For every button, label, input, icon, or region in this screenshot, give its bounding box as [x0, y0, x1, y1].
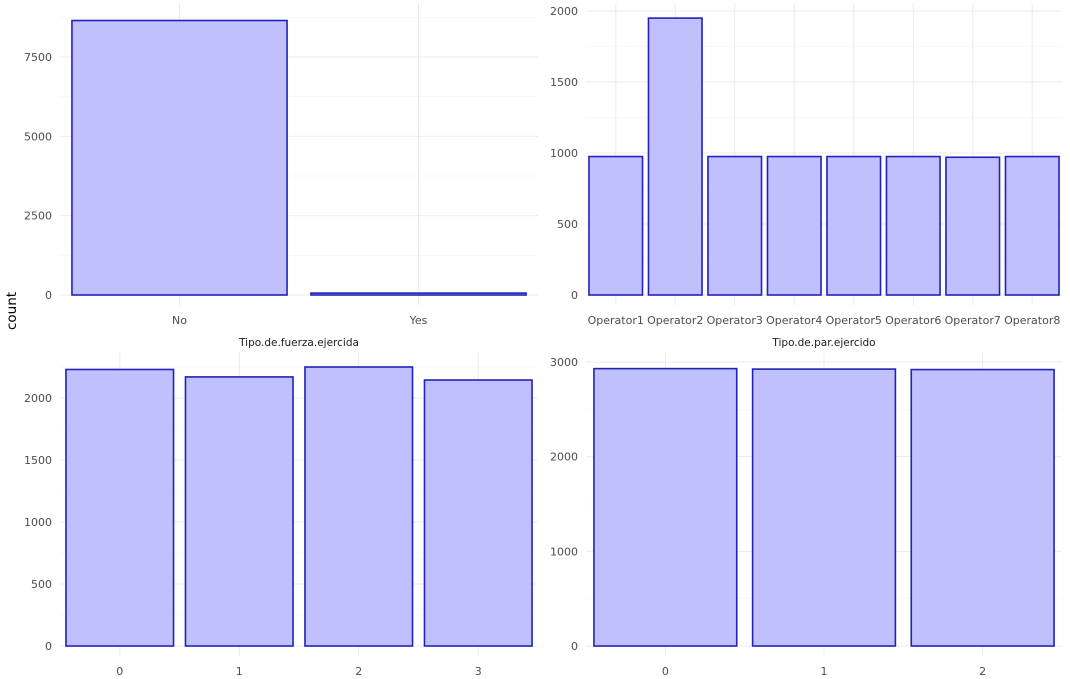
x-tick-label: 0	[116, 665, 123, 675]
x-tick-label: No	[172, 314, 187, 327]
panel-title: Tipo.de.fuerza.ejercida	[238, 337, 359, 349]
x-tick-label: Operator5	[826, 314, 882, 327]
bar-Operator3	[707, 155, 763, 296]
bar-1	[751, 368, 897, 647]
y-tick-label: 500	[557, 218, 578, 231]
y-tick-label: 1000	[550, 545, 578, 558]
bar-Operator5	[826, 155, 882, 296]
panel-par: 0 1000 2000 3000 0 1 2 Tipo.de.par.ejercido	[550, 337, 1062, 678]
x-tick-label: Operator2	[647, 314, 703, 327]
bar-Yes	[310, 292, 527, 296]
y-tick-label: 0	[571, 640, 578, 653]
x-tick-label: 2	[355, 665, 362, 675]
y-axis-label: count	[4, 291, 20, 330]
y-tick-label: 2000	[550, 5, 578, 18]
panel-operator: 0 500 1000 1500 2000 Operator1 Operator2 Operat…	[550, 3, 1062, 327]
bar-3	[423, 379, 533, 647]
panel-title: Tipo.de.par.ejercido	[771, 337, 875, 349]
y-tick-label: 3000	[550, 356, 578, 369]
bar-0	[593, 367, 738, 647]
y-tick-label: 1000	[550, 147, 578, 160]
x-tick-label: Operator1	[588, 314, 644, 327]
y-tick-label: 0	[571, 289, 578, 302]
y-tick-label: 1500	[550, 76, 578, 89]
y-tick-label: 1500	[24, 454, 52, 467]
bar-Operator1	[588, 155, 644, 296]
bar-2	[910, 368, 1055, 647]
x-tick-label: Operator4	[766, 314, 822, 327]
bar-Operator8	[1004, 155, 1060, 296]
bar-Operator4	[766, 155, 822, 296]
bar-0	[65, 368, 175, 647]
bar-Operator6	[885, 155, 941, 296]
bar-No	[71, 19, 288, 296]
x-tick-label: 2	[979, 665, 986, 675]
x-tick-label: 0	[662, 665, 669, 675]
y-tick-label: 1000	[24, 516, 52, 529]
x-tick-label: Yes	[409, 314, 428, 327]
y-tick-label: 0	[45, 640, 52, 653]
y-tick-label: 2000	[550, 451, 578, 464]
x-tick-label: Operator8	[1004, 314, 1060, 327]
x-tick-label: 1	[821, 665, 828, 675]
y-tick-label: 7500	[24, 51, 52, 64]
x-tick-label: Operator3	[707, 314, 763, 327]
y-tick-label: 2500	[24, 210, 52, 223]
bar-1	[184, 376, 294, 647]
bar-2	[304, 366, 414, 647]
panel-fuerza: 0 500 1000 1500 2000 0 1 2 3 Tipo.de.fuerza.ejerc…	[24, 337, 538, 678]
x-tick-label: 3	[475, 665, 482, 675]
panel-binary: 0 2500 5000 7500 No Yes	[24, 3, 538, 327]
y-tick-label: 2000	[24, 392, 52, 405]
y-tick-label: 0	[45, 289, 52, 302]
x-tick-label: Operator6	[885, 314, 941, 327]
x-tick-label: 1	[236, 665, 243, 675]
y-tick-label: 500	[31, 578, 52, 591]
bar-Operator7	[945, 156, 1001, 296]
x-tick-label: Operator7	[945, 314, 1001, 327]
bar-Operator2	[647, 17, 703, 296]
y-tick-label: 5000	[24, 130, 52, 143]
